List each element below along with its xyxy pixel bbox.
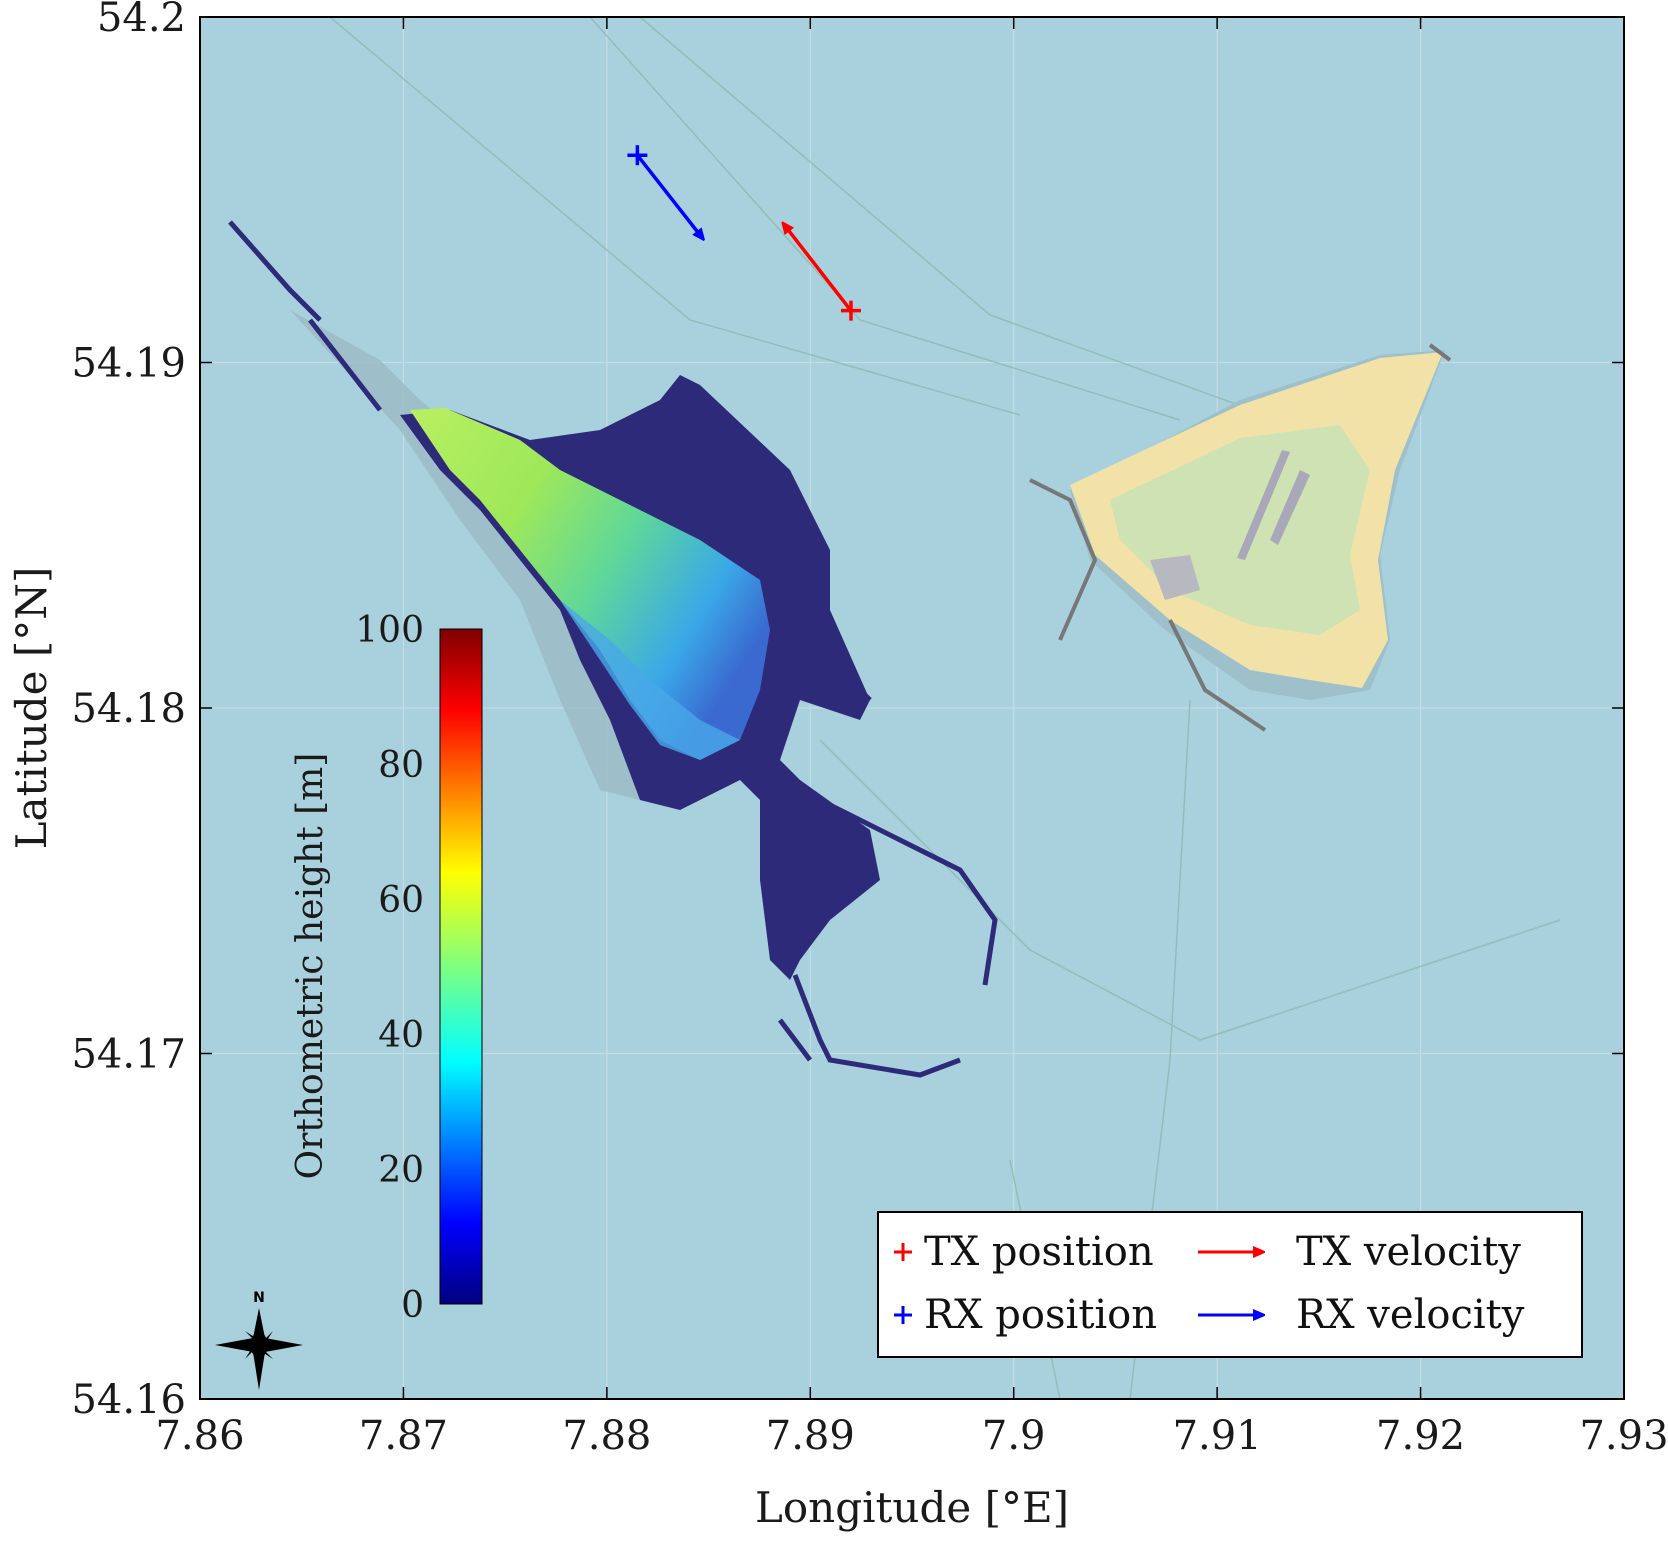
x-tick-label: 7.93 [1579, 1413, 1668, 1459]
legend-box [877, 1211, 1583, 1358]
x-tick-label: 7.91 [1173, 1413, 1262, 1459]
legend-item-tx-position: TX position [894, 1229, 1154, 1275]
compass-north-label: N [253, 1290, 265, 1306]
legend-label-tx-velocity: TX velocity [1296, 1229, 1521, 1275]
y-tick-label: 54.2 [97, 0, 186, 41]
y-tick-label: 54.18 [71, 686, 186, 732]
x-tick-label: 7.88 [562, 1413, 651, 1459]
tx-position-marker-icon [894, 1243, 912, 1261]
x-axis-ticks: 7.86 7.87 7.88 7.89 7.9 7.91 7.92 7.93 [155, 17, 1668, 1459]
colorbar-tick-label: 100 [355, 610, 424, 651]
y-tick-label: 54.16 [71, 1377, 186, 1423]
colorbar-tick-label: 40 [378, 1015, 424, 1056]
legend: TX position TX velocity RX position RX v… [877, 1211, 1583, 1358]
x-tick-label: 7.9 [982, 1413, 1046, 1459]
colorbar-tick-label: 0 [401, 1285, 424, 1326]
x-tick-label: 7.86 [155, 1413, 244, 1459]
legend-item-rx-velocity: RX velocity [1198, 1292, 1525, 1338]
legend-label-rx-position: RX position [924, 1292, 1157, 1338]
rx-velocity-arrow [635, 154, 702, 238]
legend-label-tx-position: TX position [924, 1229, 1154, 1275]
tx-position-marker [840, 300, 861, 321]
x-tick-label: 7.89 [766, 1413, 855, 1459]
compass-rose-icon: N [215, 1290, 303, 1390]
colorbar: 0 20 40 60 80 100 Orthometric height [m] [290, 610, 483, 1326]
colorbar-gradient [439, 628, 483, 1305]
y-tick-label: 54.17 [71, 1032, 186, 1078]
tx-velocity-arrow [784, 224, 853, 312]
y-tick-label: 54.19 [71, 341, 186, 387]
colorbar-tick-label: 80 [378, 745, 424, 786]
legend-item-rx-position: RX position [894, 1292, 1157, 1338]
legend-item-tx-velocity: TX velocity [1198, 1229, 1521, 1275]
rx-position-marker-icon [894, 1306, 912, 1324]
heligoland-island [228, 220, 998, 1078]
y-axis-title: Latitude [°N] [7, 567, 56, 850]
x-tick-label: 7.92 [1376, 1413, 1465, 1459]
y-axis-ticks: 54.16 54.17 54.18 54.19 54.2 [71, 0, 1624, 1423]
colorbar-ticks: 0 20 40 60 80 100 [355, 610, 424, 1326]
x-axis-title: Longitude [°E] [755, 1483, 1069, 1532]
colorbar-tick-label: 20 [378, 1150, 424, 1191]
dune-island [1029, 343, 1452, 732]
rx-position-marker [627, 145, 648, 166]
vector-layer [627, 145, 861, 321]
legend-label-rx-velocity: RX velocity [1296, 1292, 1525, 1338]
colorbar-title: Orthometric height [m] [290, 753, 331, 1180]
colorbar-tick-label: 60 [378, 880, 424, 921]
x-tick-label: 7.87 [359, 1413, 448, 1459]
